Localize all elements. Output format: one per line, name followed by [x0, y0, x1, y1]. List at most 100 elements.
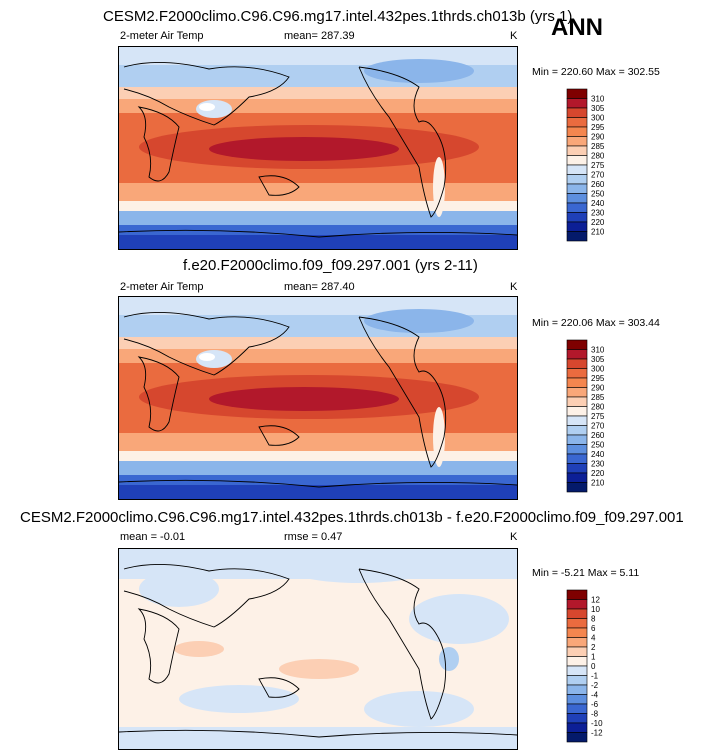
colorbar-box: [566, 155, 588, 166]
panel3-minmax: Min = -5.21 Max = 5.11: [532, 567, 640, 579]
season-label: ANN: [551, 14, 603, 41]
colorbar-tick-label: 240: [591, 450, 605, 459]
colorbar-tick-label: 280: [591, 403, 605, 412]
colorbar-tick-label: -1: [591, 672, 599, 681]
colorbar-tick-label: 275: [591, 412, 605, 421]
colorbar-tick-label: 12: [591, 596, 600, 605]
panel1-minmax: Min = 220.60 Max = 302.55: [532, 66, 660, 78]
panel3-units-label: K: [510, 531, 518, 543]
colorbar-box: [566, 434, 588, 445]
colorbar-box: [566, 164, 588, 175]
colorbar-box: [566, 387, 588, 398]
colorbar-tick-label: 6: [591, 624, 596, 633]
colorbar-box: [566, 415, 588, 426]
panel1-title: CESM2.F2000climo.C96.C96.mg17.intel.432p…: [103, 8, 573, 25]
colorbar-box: [566, 358, 588, 369]
colorbar-box: [566, 732, 588, 743]
colorbar-tick-label: 305: [591, 355, 605, 364]
panel1-map-field: [118, 47, 518, 249]
panel3-rmse-label: rmse = 0.47: [284, 531, 343, 543]
colorbar-tick-label: 2: [591, 643, 596, 652]
colorbar-tick-label: 0: [591, 662, 596, 671]
panel3-colorbar: 12 10 8 6 4 2 1 0 -1 -2 -4 -6 -8 -10 -12: [566, 589, 622, 747]
colorbar-tick-label: -2: [591, 681, 599, 690]
colorbar-box: [566, 675, 588, 686]
colorbar-tick-label: 250: [591, 441, 605, 450]
colorbar-box: [566, 627, 588, 638]
colorbar-tick-label: 285: [591, 142, 605, 151]
colorbar-box: [566, 684, 588, 695]
colorbar-box: [566, 212, 588, 223]
colorbar-tick-label: 270: [591, 422, 605, 431]
colorbar-box: [566, 406, 588, 417]
colorbar-tick-label: 305: [591, 104, 605, 113]
colorbar-tick-label: 310: [591, 95, 605, 104]
colorbar-tick-label: 10: [591, 605, 600, 614]
colorbar-tick-label: 270: [591, 171, 605, 180]
colorbar-box: [566, 117, 588, 128]
colorbar-tick-label: 295: [591, 123, 605, 132]
colorbar-box: [566, 145, 588, 156]
panel2-map: [118, 296, 518, 500]
colorbar-tick-label: 230: [591, 460, 605, 469]
panel1-variable-label: 2-meter Air Temp: [120, 30, 204, 42]
colorbar-box: [566, 694, 588, 705]
colorbar-box: [566, 339, 588, 350]
panel3-map-field: [118, 549, 518, 749]
colorbar-tick-label: -12: [591, 729, 603, 738]
colorbar-box: [566, 589, 588, 600]
colorbar-box: [566, 656, 588, 667]
colorbar-tick-label: 260: [591, 180, 605, 189]
colorbar-tick-label: 300: [591, 114, 605, 123]
colorbar-box: [566, 722, 588, 733]
colorbar-box: [566, 396, 588, 407]
panel2-units-label: K: [510, 281, 518, 293]
colorbar-box: [566, 472, 588, 483]
colorbar-box: [566, 349, 588, 360]
panel2-minmax: Min = 220.06 Max = 303.44: [532, 317, 660, 329]
colorbar-box: [566, 482, 588, 493]
panel1-units-label: K: [510, 30, 518, 42]
colorbar-box: [566, 377, 588, 388]
colorbar-box: [566, 444, 588, 455]
colorbar-box: [566, 88, 588, 99]
colorbar-tick-label: -4: [591, 691, 599, 700]
panel3-mean-label: mean = -0.01: [120, 531, 186, 543]
colorbar-box: [566, 202, 588, 213]
panel2-variable-label: 2-meter Air Temp: [120, 281, 204, 293]
colorbar-tick-label: 1: [591, 653, 596, 662]
colorbar-box: [566, 126, 588, 137]
colorbar-tick-label: 210: [591, 228, 605, 237]
colorbar-tick-label: 290: [591, 133, 605, 142]
colorbar-box: [566, 713, 588, 724]
colorbar-tick-label: 285: [591, 393, 605, 402]
colorbar-box: [566, 425, 588, 436]
colorbar-tick-label: 240: [591, 199, 605, 208]
colorbar-box: [566, 193, 588, 204]
panel3-title: CESM2.F2000climo.C96.C96.mg17.intel.432p…: [20, 509, 684, 526]
colorbar-box: [566, 221, 588, 232]
colorbar-box: [566, 599, 588, 610]
panel1-colorbar: 310 305 300 295 290 285 280 275 270 260 250 240 230 2…: [566, 88, 622, 246]
colorbar-tick-label: -8: [591, 710, 599, 719]
colorbar-tick-label: 310: [591, 346, 605, 355]
panel2-map-field: [118, 297, 518, 499]
colorbar-box: [566, 107, 588, 118]
panel1-mean-label: mean= 287.39: [284, 30, 355, 42]
colorbar-tick-label: 8: [591, 615, 596, 624]
panel1-map: [118, 46, 518, 250]
colorbar-box: [566, 453, 588, 464]
colorbar-tick-label: 280: [591, 152, 605, 161]
colorbar-tick-label: -6: [591, 700, 599, 709]
colorbar-tick-label: 210: [591, 479, 605, 488]
colorbar-box: [566, 608, 588, 619]
colorbar-tick-label: 275: [591, 161, 605, 170]
colorbar-tick-label: 220: [591, 218, 605, 227]
colorbar-tick-label: 250: [591, 190, 605, 199]
colorbar-box: [566, 618, 588, 629]
colorbar-tick-label: 4: [591, 634, 596, 643]
colorbar-tick-label: 290: [591, 384, 605, 393]
colorbar-box: [566, 183, 588, 194]
colorbar-box: [566, 463, 588, 474]
panel2-colorbar: 310 305 300 295 290 285 280 275 270 260 250 240 230 2…: [566, 339, 622, 497]
